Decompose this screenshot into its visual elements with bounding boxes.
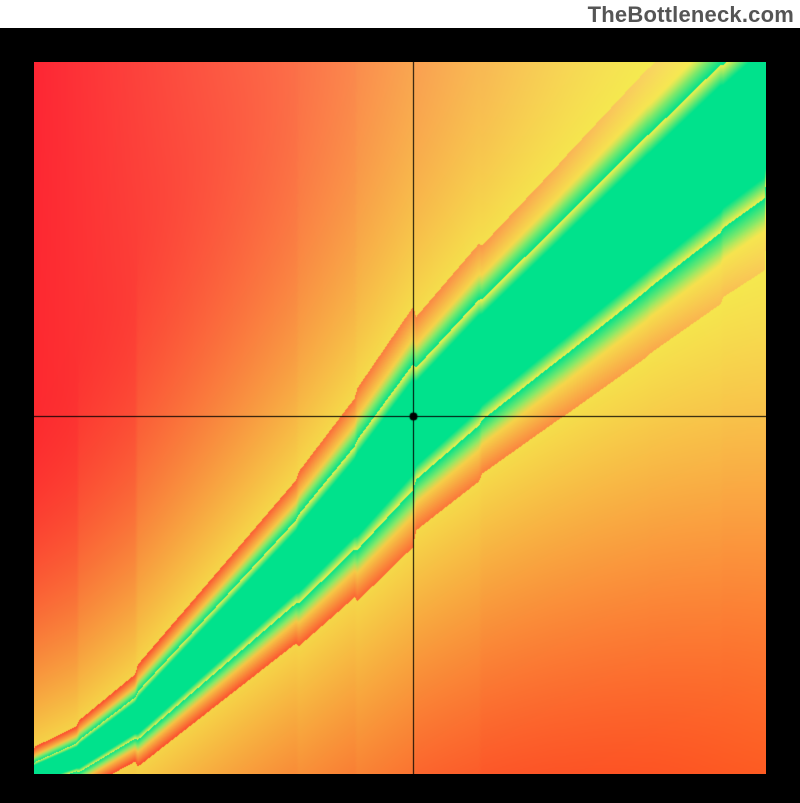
attribution-text: TheBottleneck.com [0,2,800,28]
chart-frame [0,28,800,803]
bottleneck-heatmap [34,62,766,774]
